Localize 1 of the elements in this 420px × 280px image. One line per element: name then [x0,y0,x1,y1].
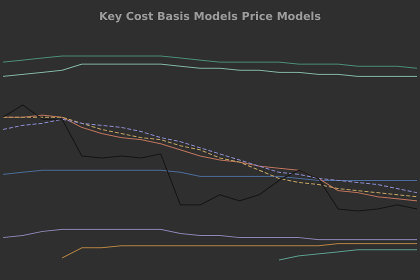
chart-title: Key Cost Basis Models Price Models [99,10,322,23]
